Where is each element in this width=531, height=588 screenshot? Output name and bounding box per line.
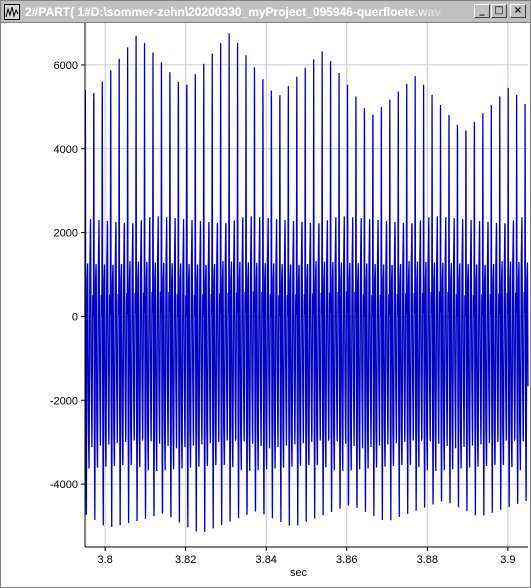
x-axis-label: sec bbox=[290, 567, 308, 579]
y-tick-labels: 6000 4000 2000 0 -2000 -4000 bbox=[50, 60, 85, 491]
app-icon[interactable] bbox=[4, 4, 20, 20]
x-tick-label-4: 3.88 bbox=[417, 554, 438, 566]
axes bbox=[84, 23, 528, 548]
y-tick-label-5: -4000 bbox=[50, 479, 78, 491]
title-overflow-fade bbox=[401, 3, 471, 21]
x-tick-label-0: 3.8 bbox=[97, 554, 112, 566]
minimize-button[interactable]: _ bbox=[474, 4, 490, 18]
waveform-series bbox=[84, 33, 529, 532]
x-tick-label-1: 3.82 bbox=[175, 554, 196, 566]
waveform-line bbox=[84, 33, 529, 532]
y-tick-label-3: 0 bbox=[72, 311, 78, 323]
x-tick-label-2: 3.84 bbox=[256, 554, 277, 566]
y-tick-label-0: 6000 bbox=[54, 60, 78, 72]
title-bar[interactable]: 2#PART( 1#D:\sommer-zehn\20200330_myProj… bbox=[1, 1, 530, 23]
window-title: 2#PART( 1#D:\sommer-zehn\20200330_myProj… bbox=[25, 5, 441, 19]
close-button[interactable]: × bbox=[510, 4, 526, 18]
x-tick-label-5: 3.9 bbox=[500, 554, 515, 566]
waveform-app-icon bbox=[5, 6, 19, 18]
x-tick-labels: 3.8 3.82 3.84 3.86 3.88 3.9 bbox=[97, 547, 516, 566]
maximize-button[interactable]: □ bbox=[491, 4, 507, 18]
y-tick-label-4: -2000 bbox=[50, 395, 78, 407]
x-tick-label-3: 3.86 bbox=[336, 554, 357, 566]
y-tick-label-1: 4000 bbox=[54, 144, 78, 156]
y-tick-label-2: 2000 bbox=[54, 228, 78, 240]
